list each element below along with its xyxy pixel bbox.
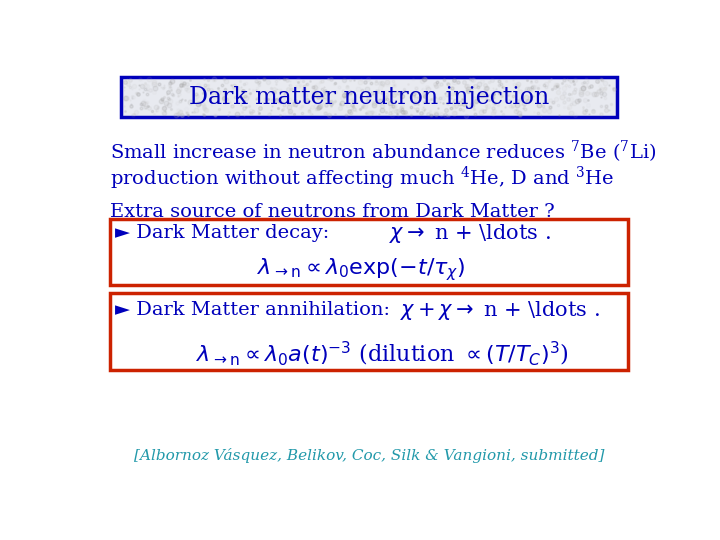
Text: Dark matter neutron injection: Dark matter neutron injection	[189, 85, 549, 109]
Bar	[121, 77, 617, 117]
Bar	[109, 294, 629, 370]
Bar	[109, 219, 629, 285]
Text: $\lambda_{\rightarrow \mathrm{n}} \propto \lambda_0 a(t)^{-3}$ (dilution $\propt: $\lambda_{\rightarrow \mathrm{n}} \propt…	[196, 340, 569, 368]
Text: $\chi \rightarrow$ n + \ldots .: $\chi \rightarrow$ n + \ldots .	[389, 222, 550, 245]
Text: [Albornoz Vásquez, Belikov, Coc, Silk & Vangioni, submitted]: [Albornoz Vásquez, Belikov, Coc, Silk & …	[134, 448, 604, 463]
Text: ► Dark Matter decay:: ► Dark Matter decay:	[115, 224, 329, 242]
Text: Extra source of neutrons from Dark Matter ?: Extra source of neutrons from Dark Matte…	[109, 204, 554, 221]
Text: ► Dark Matter annihilation:: ► Dark Matter annihilation:	[115, 301, 390, 319]
Text: production without affecting much $^{\mathregular{4}}$He, D and $^{\mathregular{: production without affecting much $^{\ma…	[109, 164, 614, 192]
Text: $\lambda_{\rightarrow \mathrm{n}} \propto \lambda_0 \mathrm{exp}(-t/\tau_\chi)$: $\lambda_{\rightarrow \mathrm{n}} \propt…	[258, 256, 466, 283]
Text: $\chi + \chi \rightarrow$ n + \ldots .: $\chi + \chi \rightarrow$ n + \ldots .	[400, 299, 600, 322]
Text: Small increase in neutron abundance reduces $^{\mathregular{7}}$Be ($^{\mathregu: Small increase in neutron abundance redu…	[109, 139, 656, 165]
